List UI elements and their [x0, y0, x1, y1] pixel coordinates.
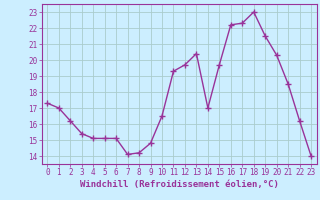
X-axis label: Windchill (Refroidissement éolien,°C): Windchill (Refroidissement éolien,°C) [80, 180, 279, 189]
